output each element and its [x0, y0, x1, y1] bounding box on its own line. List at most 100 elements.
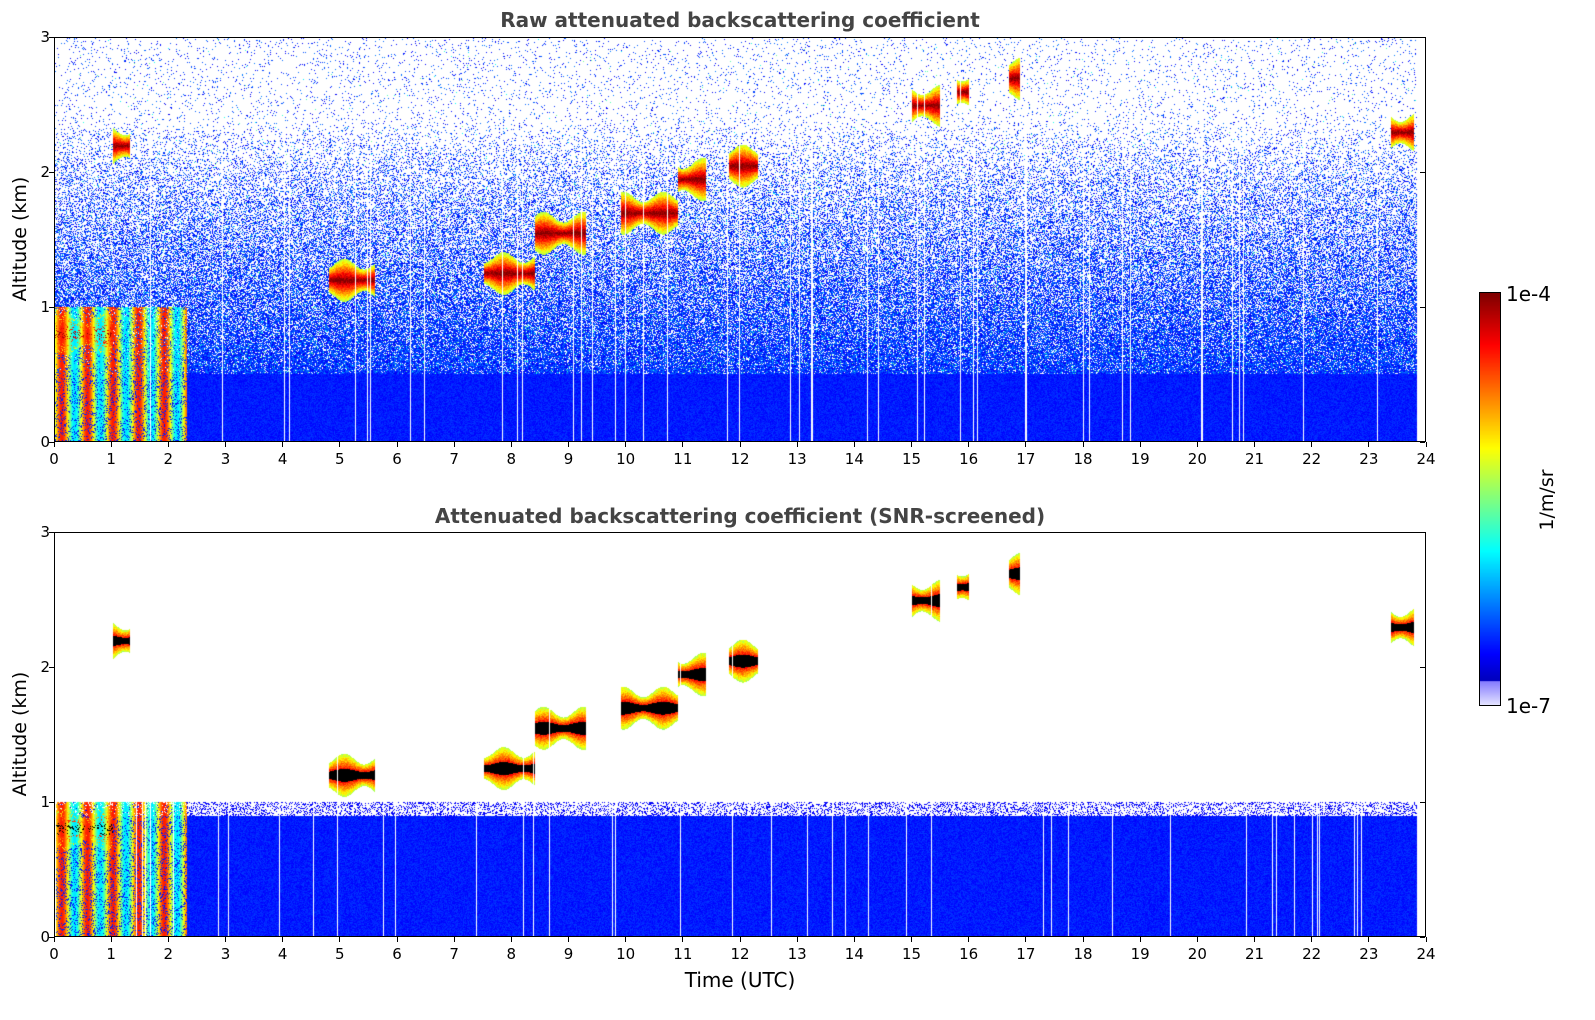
x-tick-mark: [110, 442, 112, 447]
colorbar-min-label: 1e-7: [1506, 694, 1551, 718]
x-tick-label: 10: [616, 450, 636, 468]
x-tick-mark: [1139, 937, 1141, 942]
x-tick-label: 23: [1359, 945, 1379, 963]
x-tick-label: 5: [335, 450, 345, 468]
y-tick-mark-right: [1420, 666, 1425, 668]
x-tick-label: 13: [787, 450, 807, 468]
panel2-xlabel: Time (UTC): [684, 968, 796, 992]
x-tick-mark: [625, 937, 627, 942]
x-tick-label: 19: [1130, 945, 1150, 963]
x-tick-mark: [682, 937, 684, 942]
x-tick-mark: [53, 937, 55, 942]
x-tick-mark: [1425, 937, 1427, 942]
x-tick-label: 6: [392, 945, 402, 963]
x-tick-label: 23: [1359, 450, 1379, 468]
x-tick-mark: [167, 442, 169, 447]
x-tick-label: 11: [673, 450, 693, 468]
x-tick-label: 7: [449, 945, 459, 963]
x-tick-mark: [339, 937, 341, 942]
x-tick-mark: [1025, 937, 1027, 942]
x-tick-label: 24: [1416, 450, 1436, 468]
x-tick-mark: [968, 937, 970, 942]
x-tick-mark: [1082, 937, 1084, 942]
x-tick-mark: [911, 442, 912, 447]
colorbar: [1479, 292, 1501, 706]
y-tick-mark: [49, 531, 54, 533]
y-tick-mark: [49, 441, 54, 443]
x-tick-label: 16: [959, 450, 979, 468]
x-tick-label: 14: [844, 450, 864, 468]
y-tick-mark-right: [1420, 936, 1425, 938]
y-tick-label: 0: [40, 928, 50, 946]
y-tick-mark: [49, 666, 54, 668]
x-tick-label: 1: [106, 945, 116, 963]
x-tick-mark: [739, 442, 741, 447]
x-tick-mark: [510, 442, 512, 447]
x-tick-mark: [1139, 442, 1141, 447]
x-tick-mark: [568, 442, 569, 447]
x-tick-label: 12: [730, 945, 750, 963]
y-tick-mark-right: [1420, 801, 1425, 803]
x-tick-mark: [568, 937, 569, 942]
y-tick-mark: [49, 171, 54, 173]
x-tick-mark: [453, 937, 455, 942]
x-tick-mark: [1196, 442, 1198, 447]
x-tick-mark: [1025, 442, 1027, 447]
x-tick-label: 21: [1244, 450, 1265, 468]
x-tick-mark: [682, 442, 684, 447]
y-tick-mark: [49, 36, 54, 38]
x-tick-label: 0: [49, 945, 59, 963]
x-tick-mark: [968, 442, 970, 447]
x-tick-label: 20: [1187, 450, 1207, 468]
panel1-title: Raw attenuated backscattering coefficien…: [500, 8, 980, 32]
x-tick-mark: [453, 442, 455, 447]
x-tick-label: 15: [901, 450, 922, 468]
y-tick-label: 3: [40, 28, 50, 46]
x-tick-label: 0: [49, 450, 59, 468]
panel1-plot-area: [54, 37, 1426, 442]
x-tick-mark: [396, 442, 398, 447]
x-tick-label: 9: [563, 450, 574, 468]
x-tick-mark: [396, 937, 398, 942]
x-tick-mark: [1311, 937, 1313, 942]
panel2-heatmap: [55, 533, 1425, 936]
x-tick-mark: [510, 937, 512, 942]
x-tick-label: 8: [506, 450, 517, 468]
y-tick-mark-right: [1420, 171, 1425, 173]
x-tick-label: 20: [1187, 945, 1207, 963]
x-tick-label: 8: [506, 945, 517, 963]
y-tick-mark-right: [1420, 531, 1425, 533]
x-tick-label: 6: [392, 450, 402, 468]
x-tick-label: 2: [163, 945, 174, 963]
x-tick-mark: [1368, 442, 1370, 447]
colorbar-max-label: 1e-4: [1506, 282, 1551, 306]
x-tick-label: 21: [1244, 945, 1265, 963]
panel2-plot-area: [54, 532, 1426, 937]
x-tick-label: 19: [1130, 450, 1150, 468]
x-tick-label: 17: [1016, 450, 1036, 468]
x-tick-label: 11: [673, 945, 693, 963]
x-tick-label: 14: [844, 945, 864, 963]
x-tick-mark: [853, 937, 855, 942]
x-tick-label: 1: [106, 450, 116, 468]
x-tick-mark: [225, 442, 226, 447]
x-tick-mark: [853, 442, 855, 447]
colorbar-unit-label: 1/m/sr: [1536, 469, 1558, 531]
x-tick-mark: [339, 442, 341, 447]
y-tick-label: 0: [40, 433, 50, 451]
y-tick-mark: [49, 936, 54, 938]
x-tick-mark: [739, 937, 741, 942]
x-tick-label: 3: [220, 945, 231, 963]
y-tick-mark-right: [1420, 36, 1425, 38]
x-tick-label: 12: [730, 450, 750, 468]
x-tick-mark: [167, 937, 169, 942]
panel2-ylabel: Altitude (km): [9, 671, 31, 797]
x-tick-label: 18: [1073, 945, 1093, 963]
y-tick-label: 2: [40, 163, 50, 181]
x-tick-label: 10: [616, 945, 636, 963]
x-tick-mark: [796, 937, 798, 942]
x-tick-label: 15: [901, 945, 922, 963]
y-tick-label: 1: [40, 793, 50, 811]
y-tick-mark: [49, 801, 54, 803]
x-tick-label: 16: [959, 945, 979, 963]
